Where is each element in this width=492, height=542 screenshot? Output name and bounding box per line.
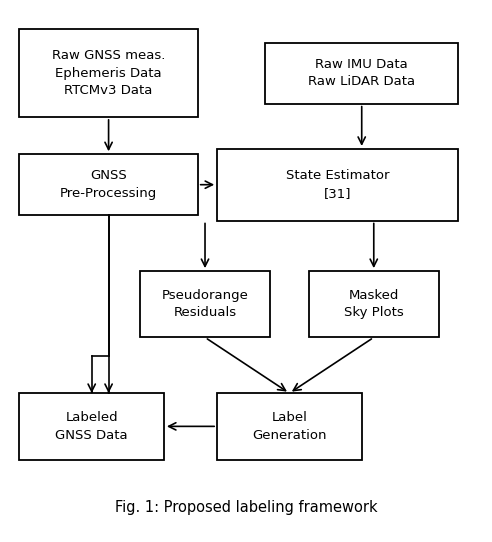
Text: Raw IMU Data
Raw LiDAR Data: Raw IMU Data Raw LiDAR Data — [308, 58, 415, 88]
FancyBboxPatch shape — [217, 149, 458, 221]
Text: State Estimator
[31]: State Estimator [31] — [286, 170, 389, 200]
FancyBboxPatch shape — [19, 154, 198, 215]
Text: Fig. 1: Proposed labeling framework: Fig. 1: Proposed labeling framework — [115, 500, 377, 515]
Text: Masked
Sky Plots: Masked Sky Plots — [344, 289, 403, 319]
FancyBboxPatch shape — [19, 29, 198, 117]
FancyBboxPatch shape — [308, 271, 439, 337]
Text: Label
Generation: Label Generation — [252, 411, 327, 442]
Text: Raw GNSS meas.
Ephemeris Data
RTCMv3 Data: Raw GNSS meas. Ephemeris Data RTCMv3 Dat… — [52, 49, 165, 97]
Text: GNSS
Pre-Processing: GNSS Pre-Processing — [60, 170, 157, 200]
Text: Labeled
GNSS Data: Labeled GNSS Data — [56, 411, 128, 442]
FancyBboxPatch shape — [265, 43, 458, 104]
Text: Pseudorange
Residuals: Pseudorange Residuals — [161, 289, 248, 319]
FancyBboxPatch shape — [140, 271, 270, 337]
FancyBboxPatch shape — [217, 393, 362, 460]
FancyBboxPatch shape — [19, 393, 164, 460]
